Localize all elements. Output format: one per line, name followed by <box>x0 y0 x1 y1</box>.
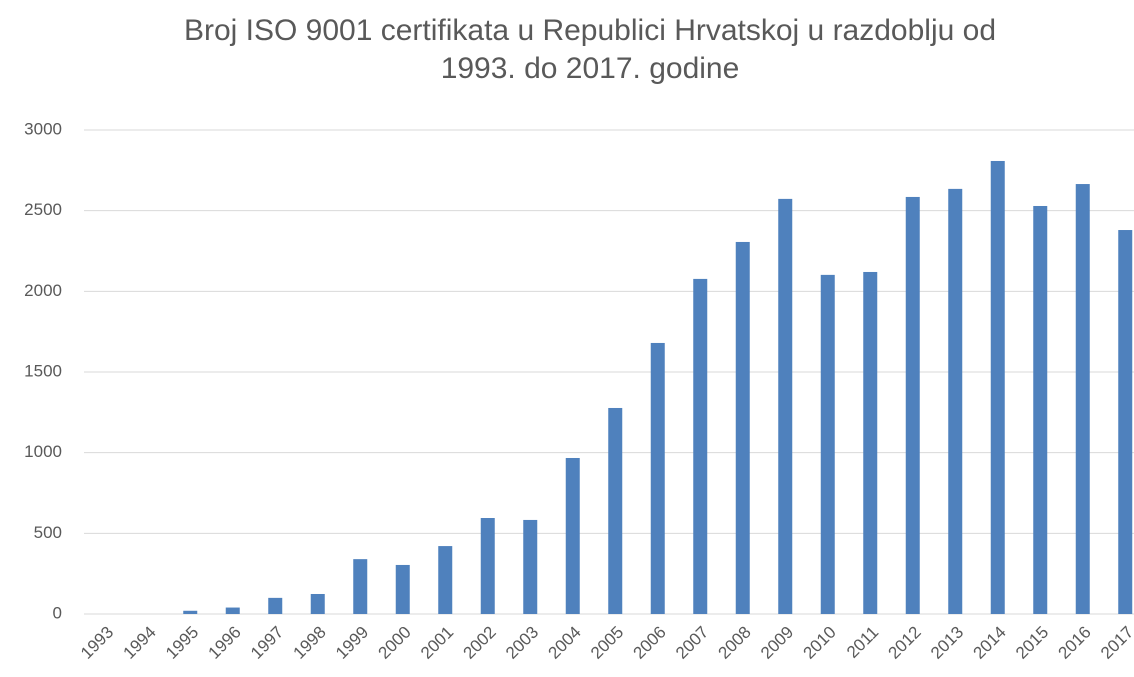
bar <box>905 196 920 614</box>
bar <box>650 342 665 614</box>
bar <box>1033 205 1048 614</box>
y-tick-label: 3000 <box>24 119 62 138</box>
bar <box>268 597 283 614</box>
bar <box>310 593 325 614</box>
x-tick-label: 2002 <box>460 623 500 663</box>
x-tick-label: 2017 <box>1097 623 1134 663</box>
bar <box>183 610 198 614</box>
bar <box>990 160 1005 614</box>
bar <box>735 241 750 614</box>
bar <box>353 559 368 614</box>
x-tick-label: 1996 <box>205 623 245 663</box>
bar <box>863 271 878 614</box>
y-tick-label: 2500 <box>24 200 62 219</box>
bar <box>778 198 793 614</box>
bar <box>693 278 708 614</box>
y-tick-label: 0 <box>53 603 62 622</box>
x-tick-label: 2004 <box>545 623 585 663</box>
x-tick-label: 1999 <box>332 623 372 663</box>
x-tick-label: 2008 <box>715 623 755 663</box>
bar <box>438 546 453 614</box>
bar <box>608 407 623 614</box>
x-tick-label: 2012 <box>885 623 925 663</box>
x-tick-label: 2014 <box>970 623 1010 663</box>
x-tick-label: 2005 <box>587 623 627 663</box>
x-tick-label: 1994 <box>120 623 160 663</box>
x-tick-label: 2006 <box>630 623 670 663</box>
y-tick-label: 1500 <box>24 361 62 380</box>
x-tick-label: 2013 <box>927 623 967 663</box>
y-tick-label: 500 <box>34 523 62 542</box>
x-tick-label: 2001 <box>417 623 457 663</box>
x-tick-label: 2003 <box>502 623 542 663</box>
bar <box>523 519 538 614</box>
x-tick-label: 2000 <box>375 623 415 663</box>
x-tick-label: 2011 <box>843 623 882 662</box>
bar <box>1118 230 1133 614</box>
x-tick-label: 1993 <box>77 623 117 663</box>
bar <box>480 518 495 614</box>
bar <box>820 274 835 614</box>
x-tick-label: 2007 <box>672 623 712 663</box>
bar <box>565 457 580 614</box>
bar <box>948 188 963 615</box>
x-tick-label: 2010 <box>800 623 840 663</box>
x-tick-label: 1995 <box>162 623 202 663</box>
bar <box>1075 184 1090 614</box>
x-tick-label: 1998 <box>290 623 330 663</box>
bar <box>395 564 410 614</box>
x-tick-label: 2009 <box>757 623 797 663</box>
y-tick-label: 2000 <box>24 281 62 300</box>
x-tick-label: 2016 <box>1055 623 1095 663</box>
chart-title: Broj ISO 9001 certifikata u Republici Hr… <box>183 14 997 85</box>
bar <box>225 607 240 614</box>
x-tick-label: 2015 <box>1012 623 1052 663</box>
x-tick-label: 1997 <box>247 623 287 663</box>
y-tick-label: 1000 <box>24 442 62 461</box>
